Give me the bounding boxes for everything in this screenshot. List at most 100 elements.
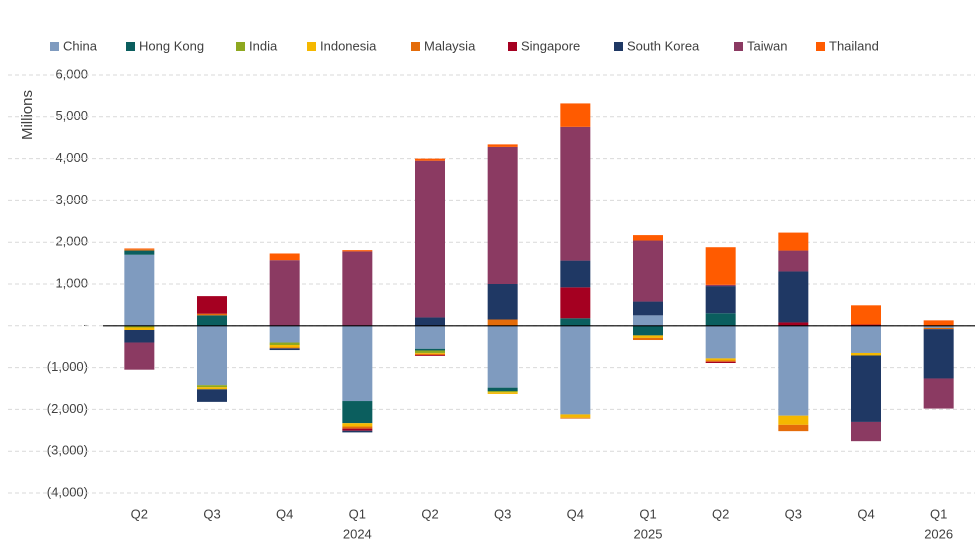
x-tick-label: Q1 bbox=[930, 506, 947, 521]
bar-segment bbox=[705, 247, 736, 285]
bar-segment bbox=[633, 315, 663, 326]
bar-segment bbox=[269, 347, 300, 349]
legend-swatch bbox=[614, 42, 623, 51]
legend-label: India bbox=[249, 38, 278, 53]
bar-segment bbox=[705, 360, 736, 362]
x-year-label: 2025 bbox=[634, 526, 663, 541]
bar-segment bbox=[342, 430, 373, 433]
bar-segment bbox=[415, 317, 445, 326]
legend-swatch bbox=[734, 42, 743, 51]
bar-segment bbox=[487, 325, 518, 388]
bar-segment bbox=[487, 392, 518, 394]
bar-segment bbox=[269, 342, 300, 346]
y-tick-label: (4,000) bbox=[47, 484, 88, 499]
bar-segment bbox=[487, 387, 518, 392]
bar-segment bbox=[851, 325, 881, 353]
x-tick-label: Q4 bbox=[567, 506, 584, 521]
legend-label: Thailand bbox=[829, 38, 879, 53]
bar-segment bbox=[124, 327, 155, 330]
bar-segment bbox=[633, 301, 663, 316]
bar-segment bbox=[487, 146, 518, 284]
legend-swatch bbox=[307, 42, 316, 51]
bar-segment bbox=[560, 126, 591, 261]
x-tick-label: Q1 bbox=[349, 506, 366, 521]
bar-segment bbox=[342, 428, 373, 431]
bar-segment bbox=[415, 350, 445, 353]
bar-segment bbox=[487, 391, 518, 393]
bar-segment bbox=[705, 325, 736, 359]
x-year-label: 2026 bbox=[924, 526, 953, 541]
y-tick-label: 3,000 bbox=[55, 192, 88, 207]
bar-segment bbox=[923, 378, 954, 409]
y-tick-label: 1,000 bbox=[55, 275, 88, 290]
bar-segment bbox=[124, 249, 155, 251]
bar-segment bbox=[778, 232, 809, 251]
y-tick-label: - bbox=[84, 317, 88, 332]
bar-segment bbox=[269, 253, 300, 261]
bar-segment bbox=[633, 337, 663, 341]
x-tick-label: Q3 bbox=[494, 506, 511, 521]
legend-label: South Korea bbox=[627, 38, 700, 53]
x-year-label: 2024 bbox=[343, 526, 372, 541]
bar-segment bbox=[851, 355, 881, 422]
y-tick-label: 2,000 bbox=[55, 234, 88, 249]
x-tick-label: Q4 bbox=[276, 506, 293, 521]
legend-swatch bbox=[126, 42, 135, 51]
legend-label: China bbox=[63, 38, 98, 53]
x-tick-label: Q2 bbox=[131, 506, 148, 521]
bar-segment bbox=[778, 415, 809, 425]
legend-label: Indonesia bbox=[320, 38, 377, 53]
bar-segment bbox=[269, 348, 300, 351]
bar-segment bbox=[342, 251, 373, 326]
bar-segment bbox=[197, 385, 227, 388]
bar-segment bbox=[415, 158, 445, 161]
bar-segment bbox=[560, 318, 591, 326]
bar-segment bbox=[415, 348, 445, 351]
bar-segment bbox=[197, 296, 227, 314]
bar-segment bbox=[560, 417, 591, 419]
legend-swatch bbox=[411, 42, 420, 51]
bar-segment bbox=[342, 423, 373, 427]
bar-segment bbox=[705, 358, 736, 361]
bar-segment bbox=[923, 327, 954, 330]
bar-segment bbox=[705, 286, 736, 314]
bar-segment bbox=[705, 284, 736, 287]
bar-segment bbox=[851, 421, 881, 442]
bar-segment bbox=[560, 414, 591, 418]
bar-segment bbox=[124, 248, 155, 250]
bar-segment bbox=[197, 325, 227, 386]
x-tick-label: Q2 bbox=[421, 506, 438, 521]
legend-swatch bbox=[50, 42, 59, 51]
x-tick-label: Q3 bbox=[785, 506, 802, 521]
bar-segment bbox=[851, 305, 881, 325]
y-tick-label: (3,000) bbox=[47, 443, 88, 458]
x-tick-label: Q4 bbox=[857, 506, 874, 521]
bar-segment bbox=[415, 355, 445, 356]
bar-segment bbox=[560, 103, 591, 127]
legend-swatch bbox=[236, 42, 245, 51]
bar-segment bbox=[633, 240, 663, 302]
bar-segment bbox=[560, 260, 591, 288]
bar-segment bbox=[197, 313, 227, 316]
bar-segment bbox=[487, 144, 518, 147]
legend-label: Hong Kong bbox=[139, 38, 204, 53]
y-tick-label: (2,000) bbox=[47, 401, 88, 416]
bar-segment bbox=[342, 401, 373, 424]
bar-segment bbox=[778, 250, 809, 272]
legend-swatch bbox=[816, 42, 825, 51]
bar-segment bbox=[705, 313, 736, 326]
bar-segment bbox=[269, 325, 300, 343]
bar-segment bbox=[342, 325, 373, 402]
bar-segment bbox=[269, 345, 300, 348]
legend-label: Malaysia bbox=[424, 38, 476, 53]
bar-segment bbox=[342, 250, 373, 252]
x-tick-label: Q2 bbox=[712, 506, 729, 521]
y-tick-label: 4,000 bbox=[55, 150, 88, 165]
bar-segment bbox=[778, 325, 809, 416]
bar-segment bbox=[124, 325, 155, 328]
bar-segment bbox=[415, 325, 445, 349]
legend-label: Taiwan bbox=[747, 38, 787, 53]
bar-segment bbox=[560, 325, 591, 415]
bar-segment bbox=[197, 315, 227, 326]
